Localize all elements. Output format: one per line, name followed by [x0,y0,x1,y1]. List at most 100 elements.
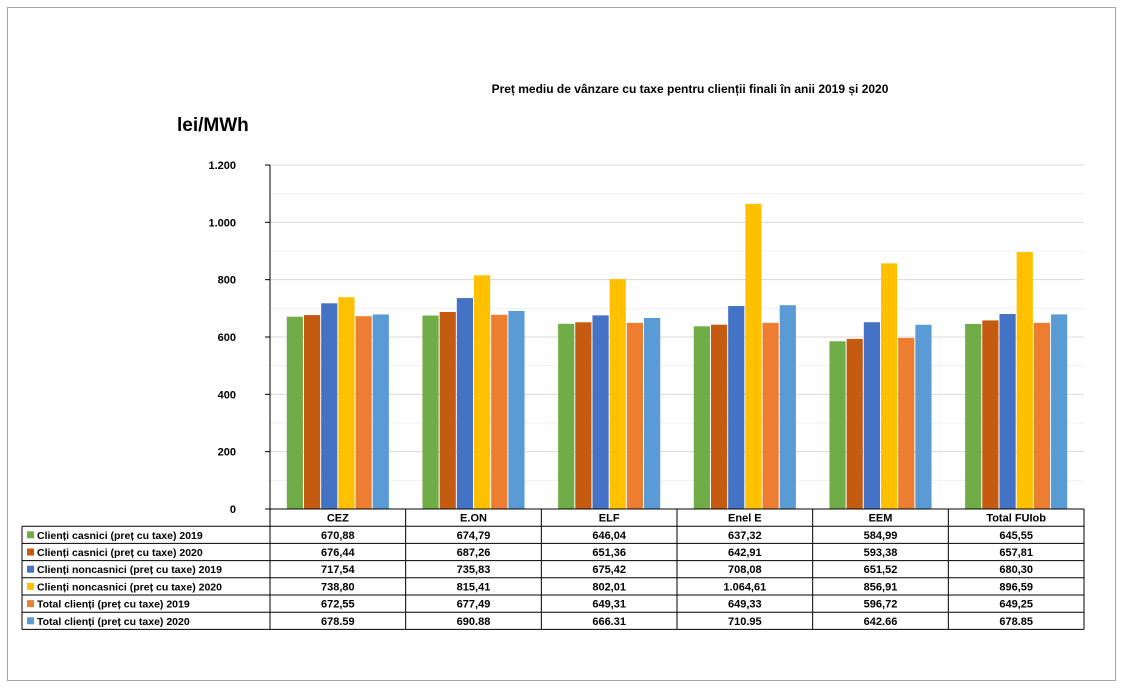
bar [1033,322,1051,509]
y-tick-label: 0 [230,504,236,516]
data-label: 710.95 [728,616,762,628]
data-label: 1.064,61 [723,581,766,593]
bar [321,303,338,509]
data-label: 642,91 [728,547,762,559]
chart-title: Preț mediu de vânzare cu taxe pentru cli… [491,82,889,96]
data-label: 674,79 [457,530,491,542]
bar [1016,251,1033,509]
data-label: 677,49 [457,599,491,611]
y-tick-label: 400 [218,389,236,401]
legend-key [27,582,34,590]
legend-label: Clienți noncasnici (preț cu taxe) 2020 [37,581,222,593]
x-category-label: Enel E [728,513,762,525]
bar [508,310,525,509]
bar [644,317,661,509]
bar [982,320,999,509]
bar [474,275,491,509]
y-tick-label: 800 [218,275,236,287]
bar [303,315,321,509]
bar [626,322,644,509]
data-label: 690.88 [457,616,491,628]
bar [693,326,710,509]
bar [898,337,915,509]
legend-key [27,600,34,608]
bar [422,315,439,509]
data-label: 687,26 [457,547,491,559]
data-label: 593,38 [864,547,898,559]
data-label: 675,42 [592,564,626,576]
data-label: 649,33 [728,599,762,611]
data-label: 584,99 [864,530,898,542]
legend-label: Clienți noncasnici (preț cu taxe) 2019 [37,564,222,576]
data-label: 646,04 [592,530,627,542]
data-label: 637,32 [728,530,762,542]
bar [286,316,303,509]
bar [728,306,745,509]
data-label: 815,41 [457,581,491,593]
legend-label: Total clienți (preț cu taxe) 2020 [37,616,190,628]
legend-key [27,531,34,539]
bar [592,315,609,509]
bar [829,341,846,509]
data-label: 678.85 [999,616,1033,628]
data-label: 649,25 [999,599,1033,611]
y-axis-unit-label: lei/MWh [177,115,249,136]
bar [558,323,575,509]
data-label: 666.31 [592,616,626,628]
data-label: 596,72 [864,599,898,611]
data-label: 717,54 [321,564,356,576]
bar [762,322,779,509]
bar [745,203,762,509]
bar [846,338,863,509]
bar [609,279,626,509]
data-label: 678.59 [321,616,355,628]
data-label: 708,08 [728,564,762,576]
bar [338,297,355,509]
bar [355,316,372,509]
legend-key [27,565,34,573]
x-category-label: E.ON [460,513,487,525]
bar [575,322,592,509]
bar [439,311,456,509]
chart-frame [7,7,1116,681]
y-tick-label: 1.000 [208,217,236,229]
legend-label: Clienți casnici (preț cu taxe) 2019 [37,530,203,542]
data-label: 738,80 [321,581,355,593]
data-label: 672,55 [321,599,355,611]
data-label: 680,30 [999,564,1033,576]
bar [881,263,898,509]
x-category-label: Total FUIob [986,513,1046,525]
bar [779,305,796,509]
data-label: 645,55 [999,530,1033,542]
bar [965,323,982,509]
bar [915,324,932,509]
x-category-label: CEZ [327,513,349,525]
legend-key [27,617,34,625]
bar [999,313,1016,509]
data-label: 649,31 [592,599,626,611]
bar [863,322,880,509]
data-label: 670,88 [321,530,355,542]
data-label: 856,91 [864,581,898,593]
legend-label: Total clienți (preț cu taxe) 2019 [37,599,190,611]
x-category-label: EEM [869,513,893,525]
data-label: 896,59 [999,581,1033,593]
bar [456,298,473,509]
data-label: 657,81 [999,547,1033,559]
y-tick-label: 1.200 [208,160,236,172]
x-category-label: ELF [599,513,620,525]
bar [710,324,728,509]
y-tick-label: 200 [218,447,236,459]
bar [1051,314,1068,509]
data-label: 676,44 [321,547,356,559]
data-label: 651,52 [864,564,898,576]
legend-label: Clienți casnici (preț cu taxe) 2020 [37,547,203,559]
y-tick-label: 600 [218,332,236,344]
bar [372,314,389,509]
bar [491,314,508,509]
legend-key [27,548,34,556]
data-label: 651,36 [592,547,626,559]
data-label: 735,83 [457,564,491,576]
data-label: 642.66 [864,616,898,628]
